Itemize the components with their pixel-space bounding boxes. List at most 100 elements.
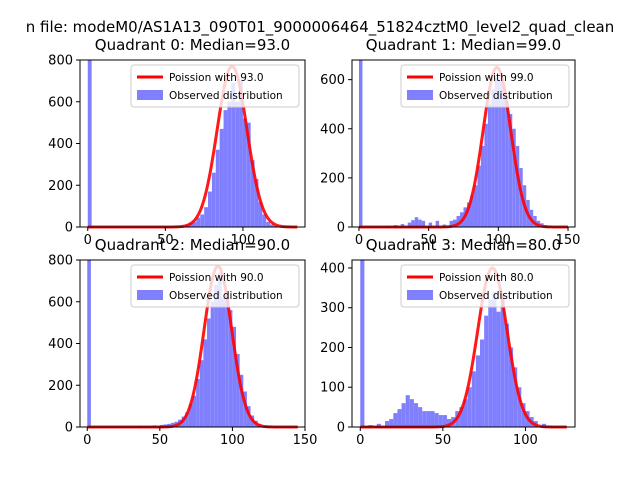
histogram-bar [232, 326, 237, 427]
histogram-bar [242, 118, 247, 227]
subplot-title: Quadrant 1: Median=99.0 [366, 36, 561, 54]
x-tick-label: 100 [486, 233, 511, 248]
legend-label-poisson: Poission with 80.0 [439, 272, 534, 284]
histogram-bar [521, 403, 526, 427]
histogram-bar [208, 191, 212, 227]
x-tick-label: 150 [556, 233, 581, 248]
histogram-bar [501, 84, 506, 227]
y-tick-label: 600 [48, 95, 73, 110]
x-tick-label: 50 [157, 233, 174, 248]
subplot-title: Quadrant 2: Median=90.0 [95, 236, 290, 254]
axes-frame [351, 259, 576, 428]
histogram-bar [480, 339, 485, 427]
histogram-bar [413, 403, 419, 427]
subplot-quadrant-3: 0 50 100 0 100 200 300 400 Quadrant 3: Median=80… [320, 236, 576, 448]
y-tick-label: 200 [48, 379, 73, 394]
histogram-bar [434, 413, 439, 427]
y-tick-label: 400 [320, 122, 345, 137]
legend-box [400, 264, 570, 308]
subplot-quadrant-2: 0 50 100 150 0 200 400 600 800 Quadrant 2: Median… [48, 236, 317, 448]
legend-label-poisson: Poission with 99.0 [439, 72, 534, 84]
histogram-bar-zero [87, 60, 92, 227]
y-tick-label: 100 [320, 381, 345, 396]
histogram-bar [227, 101, 232, 227]
histogram-bar [484, 315, 489, 427]
histogram-bar [446, 419, 452, 427]
x-tick-label: 0 [83, 433, 91, 448]
histogram-bar [219, 128, 224, 227]
histogram-bar [389, 419, 394, 427]
histogram-bar [435, 220, 440, 227]
x-tick-label: 50 [152, 433, 169, 448]
y-tick-label: 400 [48, 137, 73, 152]
histogram-bar [421, 220, 426, 227]
histogram-bar [477, 165, 481, 227]
histogram-bar [215, 149, 220, 227]
histogram-bar [214, 285, 218, 427]
histogram-bar [500, 295, 505, 427]
y-tick-label: 0 [337, 221, 345, 236]
histogram-bar [496, 311, 501, 427]
histogram-bar [196, 217, 201, 227]
histogram-bar [515, 145, 520, 227]
histogram-bar [473, 185, 478, 227]
x-tick-label: 0 [356, 433, 364, 448]
histogram-bar [471, 371, 476, 427]
histogram-bar [453, 219, 457, 227]
histogram-bar [231, 82, 236, 228]
y-tick-label: 0 [337, 421, 345, 436]
histogram-bar [250, 160, 255, 227]
legend-patch-swatch [407, 290, 433, 300]
y-tick-label: 200 [320, 341, 345, 356]
subplot-title: Quadrant 3: Median=80.0 [366, 236, 561, 254]
histogram-bar [414, 217, 419, 227]
histogram-bar [492, 291, 497, 427]
x-tick-label: 100 [513, 433, 538, 448]
histogram-bar [430, 411, 435, 427]
histogram-bar [200, 214, 205, 227]
histogram-bar [428, 222, 433, 227]
legend-patch-swatch [137, 90, 163, 100]
histogram-bar [491, 89, 495, 228]
histogram-bar [211, 172, 216, 227]
histogram-bar [467, 387, 472, 427]
legend-label-observed: Observed distribution [169, 90, 283, 102]
histogram-bar [508, 114, 513, 227]
histogram-bar [376, 423, 381, 427]
histogram-bar [188, 404, 193, 427]
y-tick-label: 800 [48, 254, 73, 269]
legend-box [400, 64, 570, 108]
histogram-bar [223, 110, 228, 227]
histogram-bar [185, 412, 189, 427]
histogram-bar [418, 219, 422, 227]
legend-label-poisson: Poission with 93.0 [169, 72, 264, 84]
histogram-bar [228, 310, 233, 427]
histogram-bar [513, 367, 518, 427]
y-tick-label: 0 [65, 221, 73, 236]
histogram-bar [463, 399, 468, 427]
histogram-bar [422, 411, 427, 427]
histogram-bar [204, 207, 209, 227]
histogram-bar [401, 403, 406, 427]
histogram-bar [418, 407, 423, 427]
legend-label-poisson: Poission with 90.0 [169, 272, 264, 284]
histogram-bar-zero [360, 260, 365, 427]
histogram-bar [466, 202, 471, 227]
legend-patch-swatch [137, 290, 163, 300]
legend-label-observed: Observed distribution [169, 290, 283, 302]
histogram-bar [258, 201, 263, 227]
histogram-bar [221, 297, 226, 427]
histogram-bar [498, 79, 502, 227]
histogram-bar [385, 421, 390, 427]
y-tick-label: 800 [48, 54, 73, 69]
histogram-bar [438, 415, 443, 427]
axes-frame [351, 59, 576, 228]
histogram-bar [475, 355, 481, 427]
histogram-bar [210, 301, 215, 427]
histogram-bar [266, 221, 271, 227]
legend-box [130, 64, 300, 108]
histogram-bar [397, 409, 402, 427]
histogram-bar [449, 220, 454, 227]
histogram-bar [262, 214, 267, 227]
histogram-bar [405, 395, 410, 427]
